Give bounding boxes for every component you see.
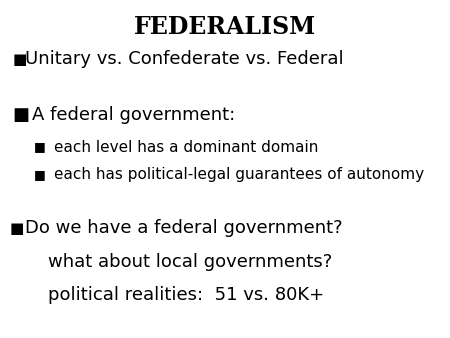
Text: what about local governments?: what about local governments? [25, 253, 332, 271]
Text: Unitary vs. Confederate vs. Federal: Unitary vs. Confederate vs. Federal [25, 50, 343, 68]
Text: ■: ■ [10, 221, 24, 236]
Text: each has political-legal guarantees of autonomy: each has political-legal guarantees of a… [54, 167, 424, 182]
Text: ■: ■ [34, 141, 45, 153]
Text: political realities:  51 vs. 80K+: political realities: 51 vs. 80K+ [25, 286, 324, 304]
Text: each level has a dominant domain: each level has a dominant domain [54, 140, 319, 154]
Text: A federal government:: A federal government: [32, 106, 236, 124]
Text: Do we have a federal government?: Do we have a federal government? [25, 219, 342, 237]
Text: ■: ■ [13, 52, 27, 67]
Text: ■: ■ [34, 168, 45, 180]
Text: FEDERALISM: FEDERALISM [134, 15, 316, 39]
Text: ■: ■ [13, 106, 30, 124]
